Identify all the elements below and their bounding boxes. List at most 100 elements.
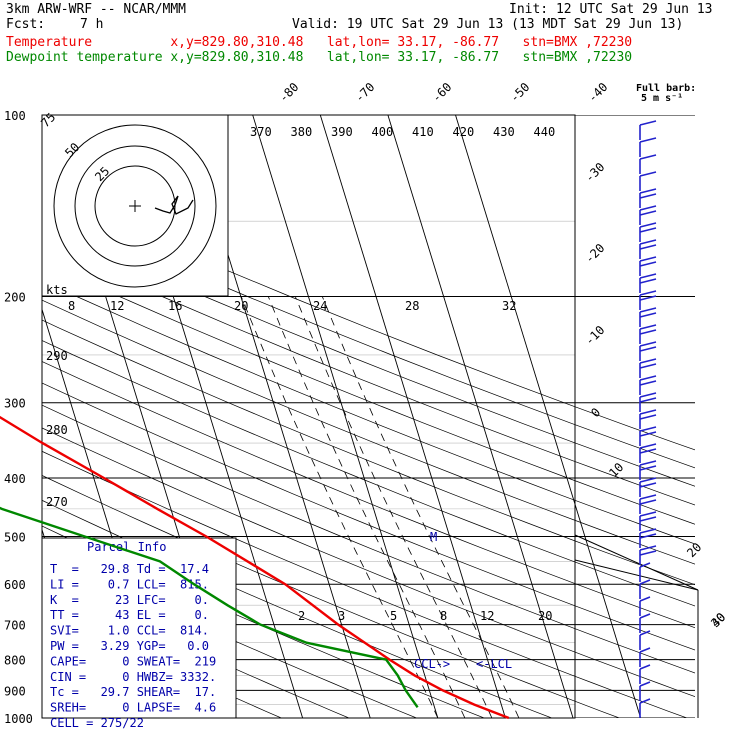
- wind-barb-flag: [639, 533, 657, 539]
- hodograph-units: kts: [46, 283, 68, 297]
- wind-barb-flag: [639, 137, 657, 143]
- dry-adiabat-line: [42, 579, 350, 718]
- wind-barb-flag: [639, 562, 651, 568]
- wind-barb-flag: [639, 346, 657, 352]
- barb-frame-line: [574, 559, 699, 591]
- dry-adiabat-line: [42, 242, 695, 506]
- dry-adiabat-line: [42, 361, 695, 629]
- wind-barb-flag: [639, 375, 657, 381]
- parcel-info-row: K = 23 LFC= 0.: [50, 593, 209, 607]
- parcel-info-row: LI = 0.7 LCL= 815.: [50, 577, 209, 591]
- valid-time: Valid: 19 UTC Sat 29 Jun 13 (13 MDT Sat …: [292, 17, 684, 32]
- wind-barb-flag: [639, 261, 657, 267]
- parcel-info-row: Tc = 29.7 SHEAR= 17.: [50, 685, 216, 699]
- wind-barb-flag: [639, 511, 657, 517]
- mixing-ratio-label: 16: [168, 299, 182, 313]
- dry-adiabat-line: [42, 427, 695, 698]
- wind-barb-flag: [639, 426, 657, 432]
- parcel-info-row: CIN = 0 HWBZ= 3332.: [50, 670, 216, 684]
- mixing-ratio-label: 24: [313, 299, 327, 313]
- parcel-info-row: TT = 43 EL = 0.: [50, 608, 209, 622]
- mixing-ratio-label: 2: [298, 609, 305, 623]
- pressure-tick-label: 600: [4, 578, 26, 592]
- hodograph-ring: [74, 145, 196, 267]
- dry-adiabat-label-left: 270: [46, 495, 68, 509]
- pressure-tick-label: 400: [4, 472, 26, 486]
- wind-barb-flag: [639, 545, 657, 551]
- moist-adiabat-line: [321, 296, 520, 718]
- barb-frame-line: [574, 534, 699, 591]
- wind-barb-flag: [639, 324, 657, 330]
- pressure-tick-label: 100: [4, 109, 26, 123]
- wind-barb-flag: [639, 630, 651, 636]
- dry-adiabat-line: [42, 224, 695, 487]
- isotherm-label-right: 20: [684, 540, 704, 560]
- wind-barb-flag: [639, 227, 657, 233]
- dry-adiabat-line: [42, 261, 695, 525]
- isotherm-label-right: -10: [582, 323, 607, 348]
- dry-adiabat-line: [42, 450, 688, 718]
- wind-barb-flag: [639, 681, 651, 687]
- mixing-ratio-label: 8: [68, 299, 75, 313]
- isotherm-label-top: -60: [429, 80, 454, 105]
- pressure-tick-label: 200: [4, 291, 26, 305]
- wind-barb-flag: [639, 171, 657, 177]
- isotherm-line: [319, 115, 506, 718]
- isotherm-line: [252, 115, 439, 718]
- plot-frame: [41, 114, 576, 719]
- parcel-info-box: [41, 537, 237, 719]
- mixing-ratio-label: 32: [502, 299, 516, 313]
- wind-barb-flag: [639, 205, 657, 211]
- hodograph-trace: [154, 195, 194, 215]
- wind-barb-flag: [639, 295, 657, 301]
- wind-barb-flag: [639, 550, 657, 556]
- wind-barb-flag: [639, 329, 657, 335]
- wind-barb-flag: [639, 647, 651, 653]
- pressure-tick-label: 700: [4, 619, 26, 633]
- dry-adiabat-label: 380: [291, 125, 313, 139]
- wind-barb-flag: [639, 256, 657, 262]
- dry-adiabat-line: [42, 404, 695, 674]
- wind-barb-flag: [639, 482, 657, 488]
- wind-barb-flag: [639, 494, 657, 500]
- parcel-info-row: T = 29.8 Td = 17.4: [50, 562, 209, 576]
- wind-barb-flag: [639, 380, 657, 386]
- wind-barb-flag: [639, 431, 657, 437]
- wind-barb-flag: [639, 358, 657, 364]
- pressure-tick-label: 300: [4, 397, 26, 411]
- mixing-ratio-label: 20: [234, 299, 248, 313]
- pressure-tick-label: 500: [4, 530, 26, 544]
- wind-barb-flag: [639, 465, 657, 471]
- parcel-info-row: CELL = 275/22: [50, 716, 144, 730]
- wind-barb-flag: [639, 613, 651, 619]
- init-time: Init: 12 UTC Sat 29 Jun 13: [509, 2, 713, 17]
- dry-adiabat-label: 400: [372, 125, 394, 139]
- dry-adiabat-label-left: 280: [46, 423, 68, 437]
- parcel-info-row: SVI= 1.0 CCL= 814.: [50, 624, 209, 638]
- m-marker: M: [430, 530, 437, 544]
- wind-barb-flag: [639, 210, 657, 216]
- wind-barb-flag: [639, 222, 657, 228]
- wind-barb-flag: [639, 460, 657, 466]
- wind-barb-flag: [639, 397, 657, 403]
- wind-barb-flag: [639, 477, 657, 483]
- dry-adiabat-label: 420: [453, 125, 475, 139]
- mixing-ratio-label: 12: [110, 299, 124, 313]
- temperature-legend: Temperature x,y=829.80,310.48 lat,lon= 3…: [6, 35, 633, 50]
- wind-barb-flag: [639, 698, 651, 704]
- dry-adiabat-label-left: 290: [46, 349, 68, 363]
- wind-barb-flag: [639, 341, 657, 347]
- pressure-tick-label: 900: [4, 684, 26, 698]
- isotherm-label-top: -40: [585, 80, 610, 105]
- mixing-ratio-label: 20: [538, 609, 552, 623]
- isotherm-line: [455, 115, 642, 718]
- wind-barb-flag: [639, 188, 657, 194]
- dry-adiabat-label: 370: [250, 125, 272, 139]
- wind-barb-flag: [639, 392, 657, 398]
- pressure-tick-label: 800: [4, 654, 26, 668]
- wind-barb-flag: [639, 239, 657, 245]
- dry-adiabat-line: [42, 299, 695, 565]
- dry-adiabat-line: [42, 340, 695, 607]
- mixing-ratio-label: 12: [480, 609, 494, 623]
- mixing-ratio-label: 28: [405, 299, 419, 313]
